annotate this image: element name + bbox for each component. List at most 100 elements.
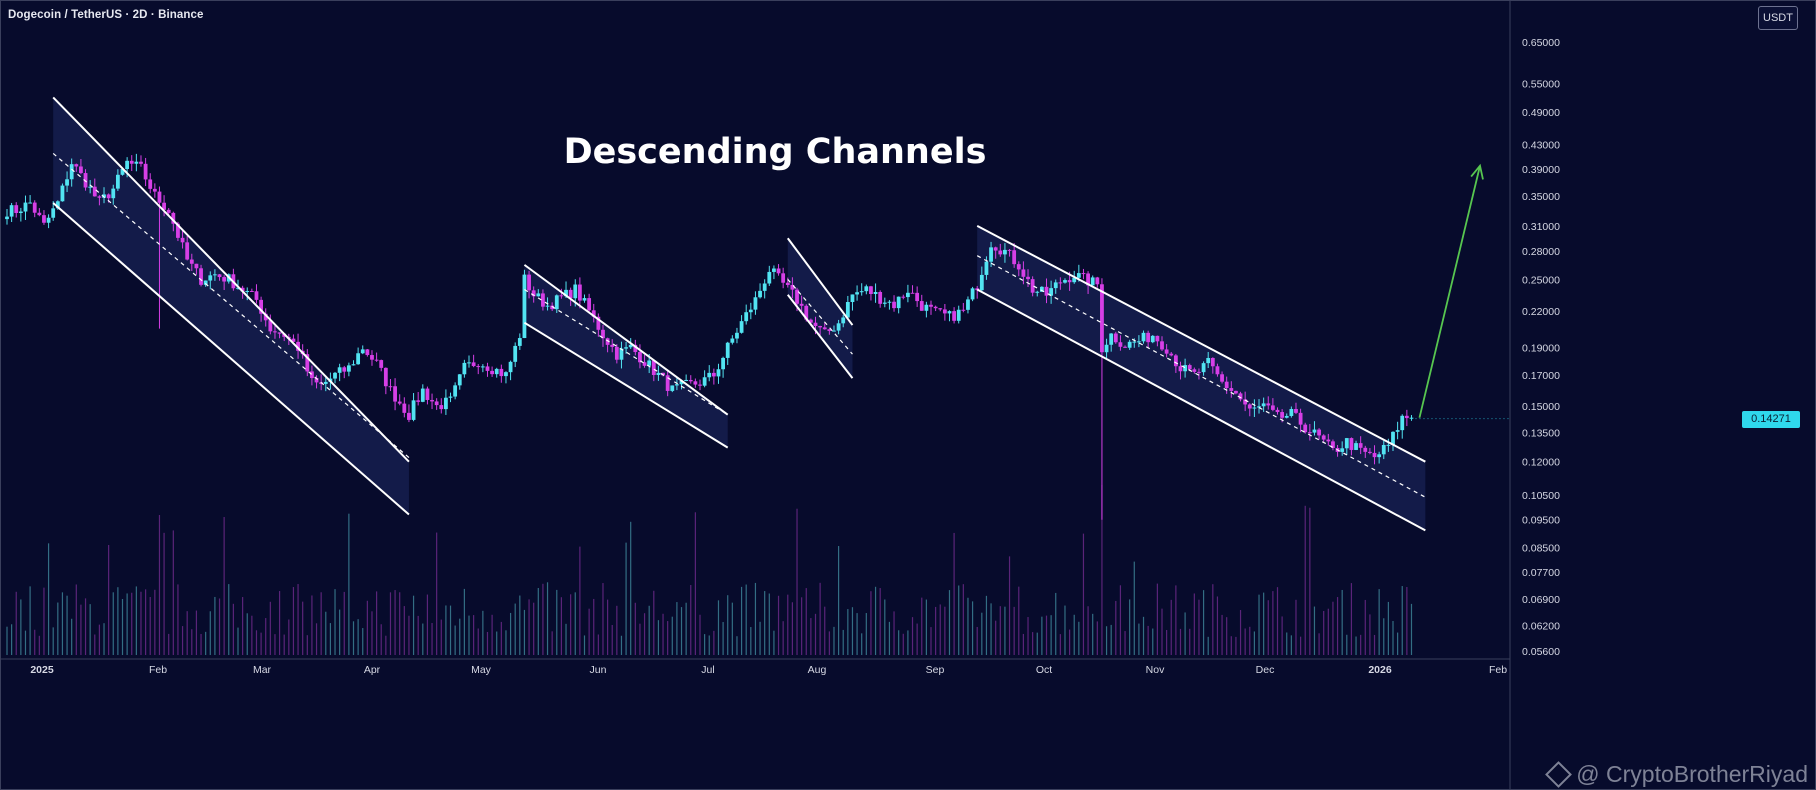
- candle-body: [564, 289, 568, 297]
- volume-bar: [260, 632, 262, 655]
- candle-body: [795, 289, 799, 304]
- candle-body: [1358, 443, 1363, 448]
- candle-body: [993, 247, 998, 251]
- volume-bar: [1092, 613, 1094, 655]
- candle-body: [374, 359, 379, 361]
- volume-bar: [371, 611, 373, 655]
- candle-body: [1132, 341, 1137, 343]
- volume-bar: [1360, 634, 1362, 655]
- volume-bar: [597, 634, 599, 655]
- volume-bar: [376, 591, 378, 655]
- volume-bar: [874, 586, 877, 655]
- candle-body: [1076, 273, 1081, 278]
- candle-body: [531, 290, 536, 297]
- volume-bar: [297, 584, 299, 655]
- volume-bar: [1202, 590, 1205, 655]
- candle-body: [716, 369, 721, 377]
- candle-body: [388, 386, 393, 388]
- volume-bar: [339, 609, 341, 655]
- volume-bar: [449, 605, 452, 655]
- candle-body: [1210, 357, 1215, 367]
- volume-bar: [473, 615, 475, 655]
- candle-body: [1086, 273, 1090, 286]
- volume-bar: [740, 586, 743, 655]
- volume-bar: [523, 609, 526, 655]
- volume-bar: [232, 603, 234, 655]
- watermark: @ CryptoBrotherRiyad: [1545, 761, 1808, 788]
- volume-bar: [1239, 610, 1242, 655]
- candle-body: [28, 202, 32, 204]
- candle-body: [845, 302, 850, 318]
- candle-body: [1289, 408, 1294, 416]
- candle-body: [758, 290, 762, 298]
- currency-button[interactable]: USDT: [1758, 6, 1798, 30]
- volume-bar: [796, 508, 798, 655]
- candle-body: [781, 273, 786, 283]
- volume-bar: [685, 602, 687, 655]
- volume-bar: [643, 613, 646, 655]
- candle-body: [841, 317, 846, 324]
- volume-bar: [274, 634, 276, 655]
- volume-bar: [422, 623, 424, 655]
- volume-bar: [1253, 631, 1255, 655]
- volume-bar: [630, 521, 632, 655]
- channel-band: [977, 225, 1426, 531]
- candle-body: [1349, 438, 1354, 450]
- candle-body: [480, 366, 485, 368]
- volume-bar: [278, 591, 281, 655]
- volume-bar: [486, 631, 489, 655]
- volume-bar: [898, 630, 900, 655]
- candle-body: [1354, 443, 1358, 450]
- volume-bar: [186, 611, 188, 655]
- candle-body: [245, 290, 250, 292]
- volume-bar: [311, 595, 313, 655]
- time-tick-label: Jul: [701, 664, 714, 676]
- candle-body: [799, 303, 804, 306]
- candle-body: [522, 274, 527, 339]
- candle-body: [975, 288, 980, 291]
- candle-body: [855, 292, 859, 295]
- candle-body: [1141, 332, 1146, 342]
- candle-body: [379, 360, 384, 368]
- volume-bar: [491, 614, 493, 655]
- candle-body: [356, 353, 361, 365]
- candle-body: [878, 291, 883, 304]
- volume-bar: [579, 546, 581, 655]
- candle-body: [208, 275, 213, 281]
- candle-body: [790, 284, 795, 290]
- volume-bar: [773, 630, 775, 655]
- candle-body: [938, 308, 943, 310]
- volume-bar: [893, 611, 895, 655]
- candle-body: [1030, 279, 1035, 293]
- volume-bar: [11, 624, 13, 655]
- candle-body: [665, 375, 670, 391]
- candle-body: [956, 309, 961, 321]
- volume-bar: [1110, 624, 1112, 655]
- volume-bar: [634, 602, 636, 655]
- candle-body: [1321, 435, 1326, 440]
- price-tick-label: 0.15000: [1522, 401, 1560, 413]
- volume-bar: [389, 592, 392, 655]
- candle-body: [942, 309, 947, 314]
- candle-body: [813, 322, 818, 326]
- volume-bar: [967, 597, 969, 655]
- volume-bar: [870, 591, 872, 655]
- volume-bar: [459, 618, 461, 655]
- time-tick-label: Mar: [253, 664, 272, 676]
- volume-bar: [1119, 585, 1122, 655]
- candle-body: [323, 381, 328, 384]
- volume-bar: [985, 595, 988, 655]
- volume-bar: [394, 590, 396, 655]
- volume-bar: [1304, 505, 1306, 655]
- volume-bar: [620, 635, 623, 655]
- volume-bar: [431, 622, 433, 655]
- volume-bar: [847, 609, 849, 655]
- price-tick-label: 0.07700: [1522, 567, 1560, 579]
- volume-bar: [583, 635, 586, 655]
- candle-body: [162, 202, 166, 210]
- candle-body: [430, 399, 434, 402]
- candle-body: [259, 299, 263, 314]
- candle-body: [102, 194, 106, 198]
- candle-body: [1386, 444, 1391, 446]
